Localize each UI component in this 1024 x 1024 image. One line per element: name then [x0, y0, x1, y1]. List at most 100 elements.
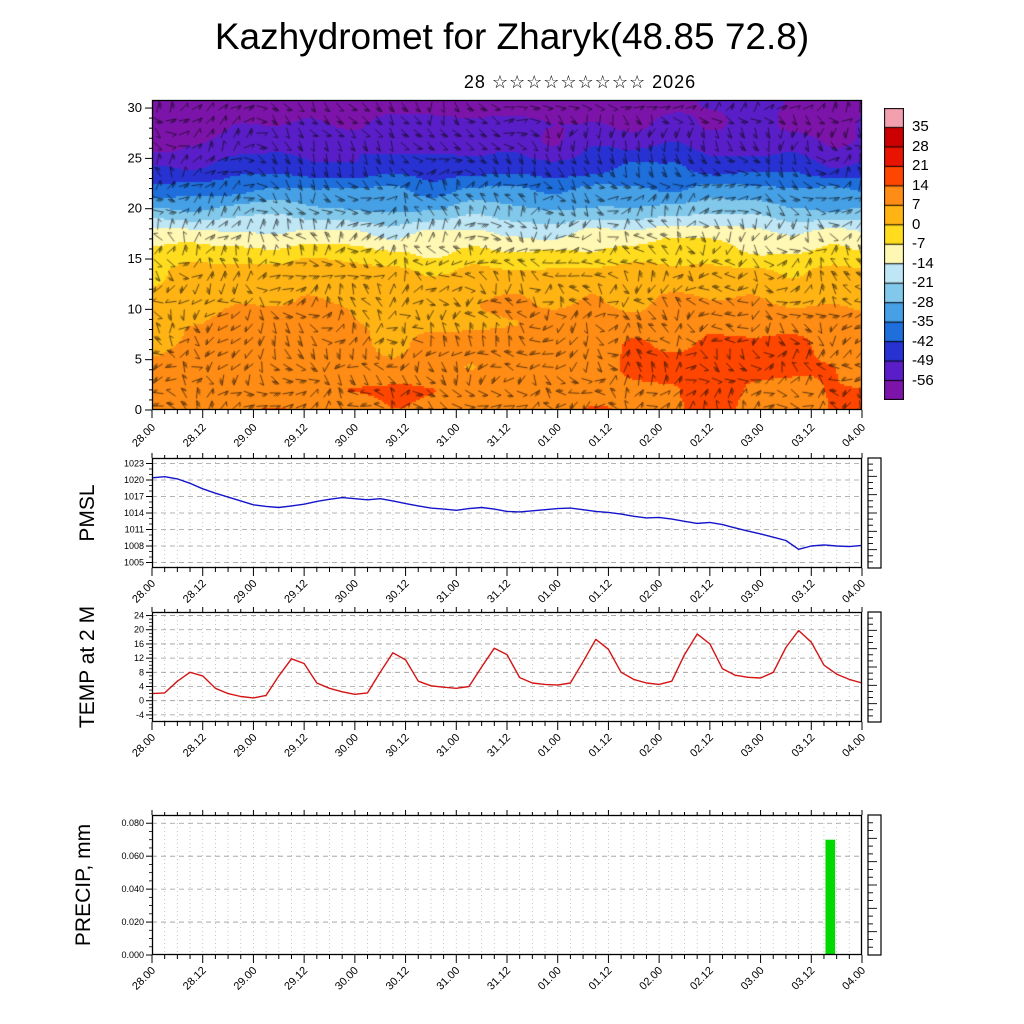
colorbar-tick-label: -7 — [912, 235, 926, 253]
precip-panel-x-tick-label: 02.00 — [637, 965, 665, 993]
precip-panel-y-axis-title: PRECIP, mm — [72, 824, 95, 946]
temp-panel-y-axis-title: TEMP at 2 M — [76, 606, 99, 728]
y-tick-label: 1011 — [125, 525, 144, 535]
y-tick-label: 1014 — [124, 508, 144, 518]
temp-panel-x-tick-label: 28.12 — [181, 732, 209, 760]
temp-panel-x-tick-label: 02.12 — [688, 732, 716, 760]
colorbar-tick-label: 28 — [912, 137, 929, 155]
pmsl-panel-y-axis-title: PMSL — [76, 484, 99, 541]
y-tick-label: 16 — [134, 639, 144, 649]
heatmap-x-tick-label: 02.12 — [688, 422, 716, 450]
forecast-date-subtitle: 28 ☆☆☆☆☆☆☆☆☆ 2026 — [463, 72, 697, 92]
panel-frame — [151, 814, 863, 956]
precip-panel-x-tick-label: 01.00 — [536, 965, 564, 993]
precip-panel-x-tick-label: 03.12 — [789, 965, 817, 993]
colorbar-tick-label: 0 — [912, 215, 921, 233]
heatmap-x-tick-label: 03.00 — [739, 422, 767, 450]
precip-panel-x-tick-label: 29.00 — [232, 965, 260, 993]
y-tick-label: 8 — [139, 667, 144, 677]
y-tick-label: 0.000 — [121, 950, 144, 960]
pmsl-panel-x-tick-label: 31.00 — [434, 578, 462, 606]
pmsl-panel-x-tick-label: 31.12 — [485, 578, 513, 606]
pmsl-panel-x-tick-label: 30.12 — [384, 578, 412, 606]
colorbar-tick-label: 21 — [912, 157, 929, 175]
temp-panel-x-tick-label: 02.00 — [637, 732, 665, 760]
colorbar-tick-label: -35 — [912, 313, 934, 331]
precip-panel-x-tick-label: 30.12 — [384, 965, 412, 993]
precip-panel-x-tick-label: 31.00 — [434, 965, 462, 993]
heatmap-x-tick-label: 03.12 — [789, 422, 817, 450]
heatmap-x-tick-label: 29.12 — [282, 422, 310, 450]
colorbar-tick-label: -49 — [912, 352, 934, 370]
pmsl-panel-x-tick-label: 28.00 — [130, 578, 158, 606]
heatmap-y-tick-label: 5 — [135, 352, 142, 367]
pmsl-panel-x-tick-label: 03.00 — [739, 578, 767, 606]
y-tick-label: -4 — [136, 710, 144, 720]
heatmap-y-tick-label: 0 — [135, 402, 142, 417]
heatmap-x-tick-label: 31.00 — [434, 422, 462, 450]
heatmap-x-tick-label: 01.00 — [536, 422, 564, 450]
temp-panel-x-tick-label: 29.12 — [282, 732, 310, 760]
temp-panel-x-tick-label: 29.00 — [232, 732, 260, 760]
precip-panel: 0.000 0.020 0.040 0.060 0.080 28.00 28.12 29.00… — [72, 810, 882, 993]
precip-panel-x-tick-label: 31.12 — [485, 965, 513, 993]
precip-panel-x-tick-label: 03.00 — [739, 965, 767, 993]
pmsl-panel-x-tick-label: 29.12 — [282, 578, 310, 606]
precip-panel-x-tick-label: 30.00 — [333, 965, 361, 993]
pmsl-panel-series-line — [151, 476, 863, 550]
colorbar-tick-label: 14 — [912, 176, 929, 194]
heatmap-x-tick-label: 28.00 — [130, 422, 158, 450]
page-title: Kazhydromet for Zharyk(48.85 72.8) — [214, 16, 810, 57]
pmsl-panel-x-tick-label: 04.00 — [840, 578, 868, 606]
temp-panel-x-tick-label: 30.12 — [384, 732, 412, 760]
heatmap-x-tick-label: 31.12 — [485, 422, 513, 450]
y-tick-label: 0.020 — [121, 917, 144, 927]
colorbar-tick-label: -14 — [912, 254, 934, 272]
precip-bar — [825, 839, 836, 955]
colorbar-tick-label: 35 — [912, 118, 929, 136]
heatmap-frame — [151, 99, 863, 411]
temp-panel-x-tick-label: 01.00 — [536, 732, 564, 760]
pmsl-panel-x-tick-label: 01.00 — [536, 578, 564, 606]
panel-frame — [151, 611, 863, 723]
heatmap-x-tick-label: 30.00 — [333, 422, 361, 450]
precip-panel-x-tick-label: 02.12 — [688, 965, 716, 993]
colorbar-tick-label: -21 — [912, 274, 934, 292]
temp-panel-x-tick-label: 30.00 — [333, 732, 361, 760]
y-tick-label: 0 — [139, 696, 144, 706]
colorbar-tick-label: 7 — [912, 196, 921, 214]
temp-panel-x-tick-label: 31.12 — [485, 732, 513, 760]
precip-panel-x-tick-label: 28.12 — [181, 965, 209, 993]
heatmap-x-tick-label: 28.12 — [181, 422, 209, 450]
y-tick-label: 20 — [134, 625, 144, 635]
y-tick-label: 4 — [139, 682, 144, 692]
temp-panel-x-tick-label: 31.00 — [434, 732, 462, 760]
heatmap-x-tick-label: 02.00 — [637, 422, 665, 450]
heatmap-y-tick-label: 30 — [128, 100, 142, 115]
pmsl-panel: 1005 1008 1011 1014 1017 1020 1023 28.00 28.12 29… — [76, 453, 882, 606]
pmsl-panel-x-tick-label: 29.00 — [232, 578, 260, 606]
colorbar-tick-label: -28 — [912, 293, 934, 311]
y-tick-label: 1008 — [124, 541, 144, 551]
y-tick-label: 12 — [134, 653, 144, 663]
colorbar-tick-labels: 35 28 21 14 7 0 -7 -14 -21 -28 -35 -42 -49 -56 — [912, 108, 972, 400]
heatmap-x-tick-label: 01.12 — [587, 422, 615, 450]
temp-panel-series-line — [151, 629, 863, 699]
precip-panel-x-tick-label: 28.00 — [130, 965, 158, 993]
heatmap-y-tick-label: 20 — [128, 201, 142, 216]
precip-panel-x-tick-label: 01.12 — [587, 965, 615, 993]
temperature-colorbar — [884, 108, 904, 400]
temp-panel-x-tick-label: 03.00 — [739, 732, 767, 760]
temp-panel: -4 0 4 8 12 16 20 24 28.00 28.12 29.00 29.12 30.00 30… — [76, 606, 882, 760]
temp-panel-x-tick-label: 03.12 — [789, 732, 817, 760]
colorbar-tick-label: -56 — [912, 371, 934, 389]
y-tick-label: 0.060 — [121, 851, 144, 861]
heatmap-y-tick-label: 15 — [128, 251, 142, 266]
y-tick-label: 0.080 — [121, 818, 144, 828]
pmsl-panel-x-tick-label: 02.00 — [637, 578, 665, 606]
temp-panel-x-tick-label: 01.12 — [587, 732, 615, 760]
pmsl-panel-x-tick-label: 30.00 — [333, 578, 361, 606]
heatmap-y-tick-label: 25 — [128, 150, 142, 165]
y-tick-label: 1005 — [124, 558, 144, 568]
